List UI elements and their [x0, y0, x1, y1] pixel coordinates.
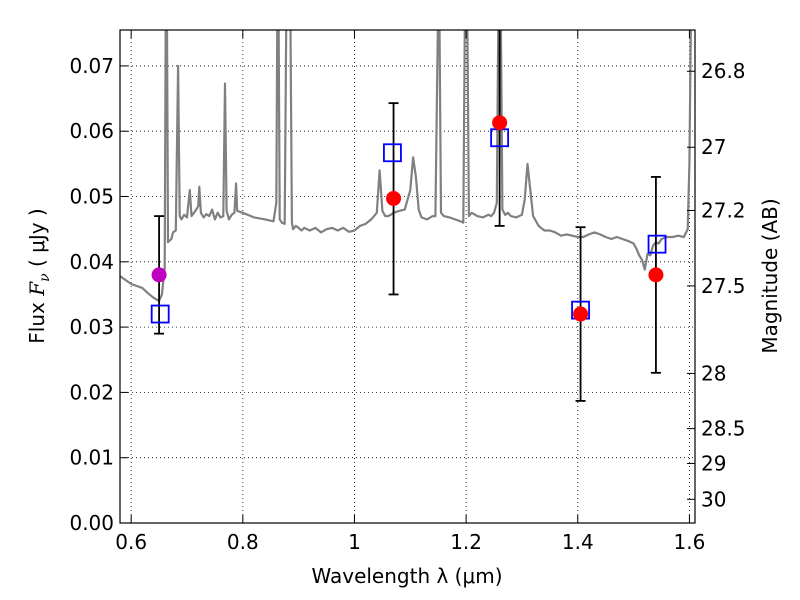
observed-point: [151, 267, 167, 283]
x-axis-label: Wavelength λ (μm): [311, 564, 502, 588]
y-tick-label: 0.01: [69, 446, 114, 470]
x-tick-label: 0.8: [227, 530, 259, 554]
y2-axis-label: Magnitude (AB): [758, 198, 782, 353]
y-tick-label: 0.03: [69, 315, 114, 339]
y-axis-label-subscript: ν: [37, 273, 53, 282]
observed-point: [386, 190, 402, 206]
plot-frame: [119, 29, 696, 524]
ticks: 0.6 0.8 1 1.2 1.4 1.6 0.00 0.01 0.02 0.03 0.04 0.05…: [69, 30, 746, 554]
y-axis-label: Flux Fν ( μJy ): [25, 208, 53, 343]
y2-tick-label: 27.5: [701, 274, 746, 298]
y2-tick-label: 26.8: [701, 59, 746, 83]
spectrum-line: [120, 30, 692, 303]
x-tick-label: 0.6: [115, 530, 147, 554]
y2-tick-label: 28.5: [701, 417, 746, 441]
y-axis-label-symbol: F: [25, 281, 49, 297]
y2-tick-label: 29: [701, 451, 726, 475]
x-tick-label: 1.6: [674, 530, 706, 554]
y-tick-label: 0.06: [69, 119, 114, 143]
y-axis-label-suffix: ( μJy ): [25, 208, 49, 273]
model-point: [150, 304, 170, 324]
y-tick-label: 0.04: [69, 250, 114, 274]
observed-point: [648, 267, 664, 283]
x-tick-label: 1.2: [450, 530, 482, 554]
model-point: [383, 143, 402, 163]
x-tick-label: 1.4: [562, 530, 594, 554]
y-tick-label: 0.07: [69, 54, 114, 78]
y2-tick-label: 28: [701, 361, 726, 385]
y-axis-label-prefix: Flux: [25, 296, 49, 344]
spectrum-layer: [120, 30, 692, 303]
y2-tick-label: 27.2: [701, 198, 746, 222]
y-tick-label: 0.02: [69, 380, 114, 404]
y2-tick-label: 27: [701, 135, 726, 159]
model-point: [647, 234, 667, 254]
observed-layer: [151, 115, 664, 322]
x-tick-label: 1: [348, 530, 361, 554]
observed-point: [573, 306, 589, 322]
y-tick-label: 0.05: [69, 185, 114, 209]
y-tick-label: 0.00: [69, 511, 114, 535]
observed-point: [492, 115, 508, 131]
y2-tick-label: 30: [701, 487, 726, 511]
